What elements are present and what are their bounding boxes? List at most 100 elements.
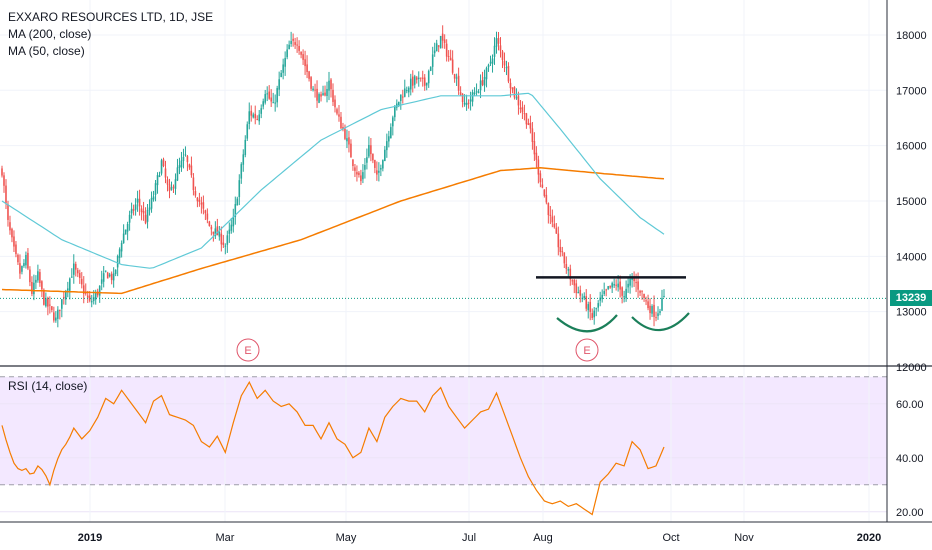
candle-body xyxy=(555,227,558,234)
candle-body xyxy=(184,154,187,156)
candle-body xyxy=(517,95,520,106)
candle-body xyxy=(473,92,476,94)
candle-body xyxy=(419,77,422,79)
candle-body xyxy=(39,272,41,284)
candle-body xyxy=(200,202,203,205)
candle-body xyxy=(72,263,75,275)
candle-body xyxy=(597,303,599,308)
ma200-legend[interactable]: MA (200, close) xyxy=(8,27,92,41)
earnings-marker xyxy=(575,338,599,362)
candle-body xyxy=(140,208,143,213)
left-cup-arc xyxy=(556,314,618,333)
candle-body xyxy=(202,202,205,209)
candle-body xyxy=(515,97,518,99)
candle-body xyxy=(27,252,29,269)
candle-body xyxy=(314,89,316,91)
candle-body xyxy=(248,111,251,124)
candle-body xyxy=(168,184,171,191)
candle-body xyxy=(457,75,460,91)
ma50-legend[interactable]: MA (50, close) xyxy=(8,44,85,58)
right-cup-arc xyxy=(631,312,690,332)
candle-body xyxy=(607,286,609,289)
candle-body xyxy=(487,64,490,68)
candle-body xyxy=(70,276,73,278)
candle-body xyxy=(641,290,643,292)
rsi-title[interactable]: RSI (14, close) xyxy=(8,379,88,393)
candle-body xyxy=(164,168,167,178)
candle-body xyxy=(74,263,77,270)
candle-body xyxy=(116,256,119,268)
candle-body xyxy=(258,114,261,122)
time-tick-label: May xyxy=(336,532,357,544)
candle-body xyxy=(411,76,414,86)
candle-body xyxy=(539,173,542,183)
candle-body xyxy=(92,297,95,302)
candle-body xyxy=(29,269,31,283)
rsi-tick-label: 60.00 xyxy=(896,399,924,411)
candle-body xyxy=(525,113,528,125)
candle-body xyxy=(144,214,147,224)
candle-body xyxy=(611,283,613,288)
candle-body xyxy=(511,87,514,90)
candle-body xyxy=(304,59,306,67)
candle-body xyxy=(465,103,468,105)
candle-body xyxy=(493,45,496,57)
candle-body xyxy=(280,72,282,77)
candle-body xyxy=(507,65,510,82)
candle-body xyxy=(290,41,292,44)
candle-body xyxy=(571,280,574,282)
candle-body xyxy=(264,94,267,103)
candle-body xyxy=(156,175,159,186)
candle-body xyxy=(342,126,344,130)
candle-body xyxy=(224,245,227,247)
candle-body xyxy=(63,296,65,299)
candle-body xyxy=(120,242,123,252)
candle-body xyxy=(17,254,19,263)
candle-body xyxy=(67,288,69,291)
candle-body xyxy=(272,102,274,104)
main-legend: EXXARO RESOURCES LTD, 1D, JSE MA (200, c… xyxy=(8,9,213,60)
candle-body xyxy=(222,242,225,245)
candle-body xyxy=(533,141,536,155)
candle-body xyxy=(354,167,356,171)
candle-body xyxy=(336,109,338,114)
earnings-marker-label: E xyxy=(583,345,590,357)
candle-body xyxy=(310,77,312,89)
candle-body xyxy=(595,308,598,310)
symbol-title[interactable]: EXXARO RESOURCES LTD, 1D, JSE xyxy=(8,10,214,24)
candle-body xyxy=(94,292,97,300)
candle-body xyxy=(134,204,137,210)
candle-body xyxy=(262,101,265,107)
candle-body xyxy=(417,77,420,80)
candle-body xyxy=(232,216,235,227)
candle-body xyxy=(489,61,492,64)
candle-body xyxy=(443,39,446,43)
candle-body xyxy=(190,165,193,176)
candle-body xyxy=(521,107,524,113)
candle-body xyxy=(5,185,7,204)
candle-body xyxy=(529,122,532,129)
candle-body xyxy=(523,113,526,115)
candle-body xyxy=(174,179,177,189)
candle-body xyxy=(326,88,328,96)
candle-body xyxy=(623,296,625,298)
candle-body xyxy=(382,160,384,169)
candle-body xyxy=(49,304,51,306)
candle-body xyxy=(543,189,546,196)
candle-body xyxy=(639,291,641,293)
candle-body xyxy=(218,232,221,237)
candle-body xyxy=(266,93,268,95)
candle-body xyxy=(421,77,424,79)
candle-body xyxy=(25,255,27,266)
candle-body xyxy=(138,198,141,207)
candle-body xyxy=(53,312,55,321)
candle-body xyxy=(150,197,153,209)
time-tick-label: 2020 xyxy=(857,532,881,544)
candle-body xyxy=(431,54,434,67)
candle-body xyxy=(615,284,617,286)
candle-body xyxy=(196,197,199,202)
candle-body xyxy=(276,88,278,103)
candle-body xyxy=(146,209,149,222)
